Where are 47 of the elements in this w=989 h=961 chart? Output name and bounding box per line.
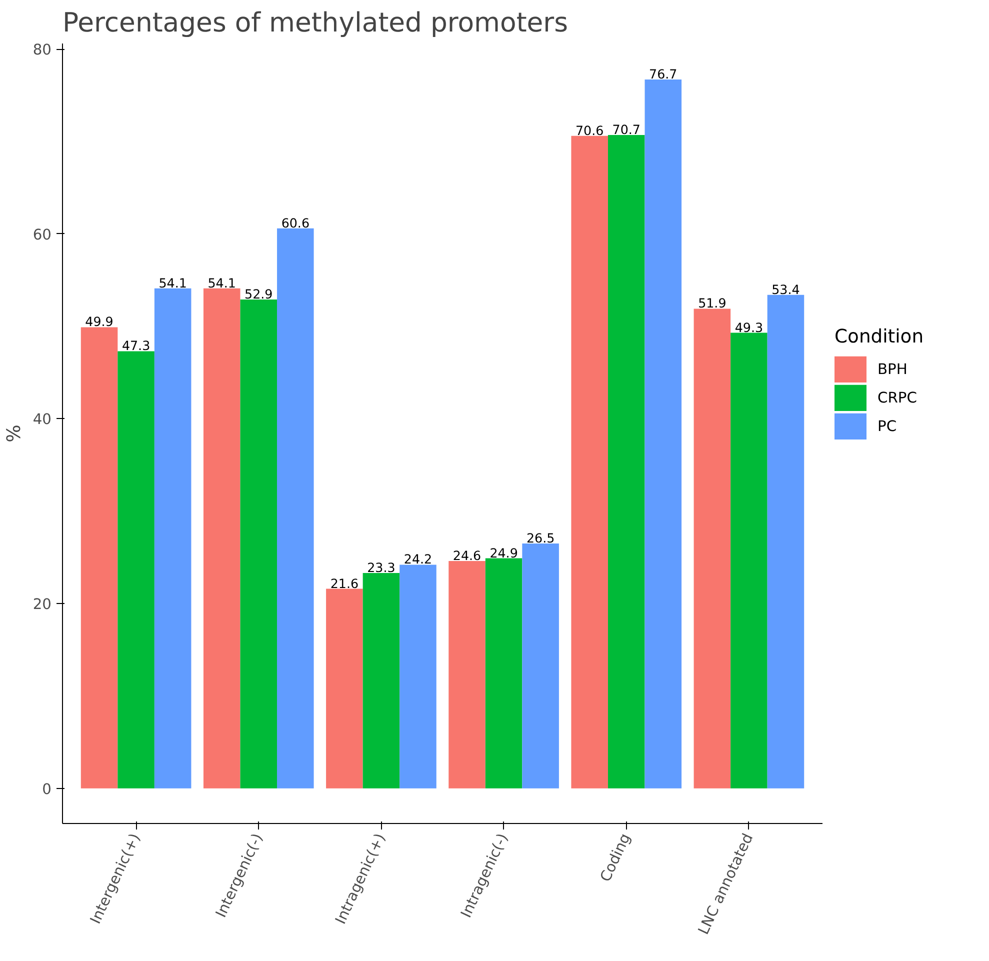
data-label: 54.1: [208, 275, 236, 290]
data-label: 54.1: [158, 275, 187, 290]
data-label: 47.3: [122, 338, 150, 354]
chart-title: Percentages of methylated promoters: [62, 8, 568, 38]
y-tick-label: 60: [32, 226, 52, 244]
data-label: 49.3: [734, 320, 764, 335]
bar: [80, 327, 118, 788]
bar: [154, 288, 192, 788]
bar: [767, 294, 804, 788]
bar: [400, 564, 436, 788]
y-axis-title: %: [4, 424, 25, 442]
legend-label: BPH: [878, 360, 908, 378]
legend-label: PC: [878, 418, 897, 435]
data-label: 70.6: [576, 122, 604, 138]
bar: [326, 588, 363, 788]
data-label: 51.9: [698, 296, 726, 311]
bar: [203, 288, 240, 788]
legend-label: CRPC: [878, 389, 917, 406]
y-tick-label: 0: [42, 780, 52, 798]
bar: [608, 134, 645, 788]
data-label: 60.6: [281, 215, 310, 230]
data-label: 26.5: [526, 530, 555, 546]
legend-title: Condition: [834, 326, 924, 348]
data-label: 53.4: [772, 282, 800, 297]
data-label: 76.7: [649, 66, 678, 82]
bar: [571, 136, 608, 788]
data-label: 70.7: [612, 122, 640, 137]
data-label: 23.3: [367, 560, 396, 576]
data-label: 24.9: [490, 545, 518, 560]
bar: [448, 561, 486, 788]
data-label: 49.9: [85, 314, 114, 330]
data-label: 21.6: [330, 576, 359, 591]
bar: [485, 558, 522, 788]
y-tick-label: 80: [32, 42, 52, 59]
bar: [240, 299, 278, 788]
bar: [118, 351, 154, 788]
data-label: 24.2: [404, 552, 432, 567]
y-tick-label: 40: [32, 411, 52, 428]
bar: [644, 80, 682, 788]
bar: [277, 228, 314, 788]
data-label: 24.6: [452, 548, 482, 564]
bar: [522, 543, 559, 788]
bar: [362, 573, 400, 788]
y-tick-label: 20: [32, 596, 52, 614]
bar: [694, 308, 731, 788]
data-label: 52.9: [244, 286, 273, 302]
bar: [730, 332, 768, 788]
